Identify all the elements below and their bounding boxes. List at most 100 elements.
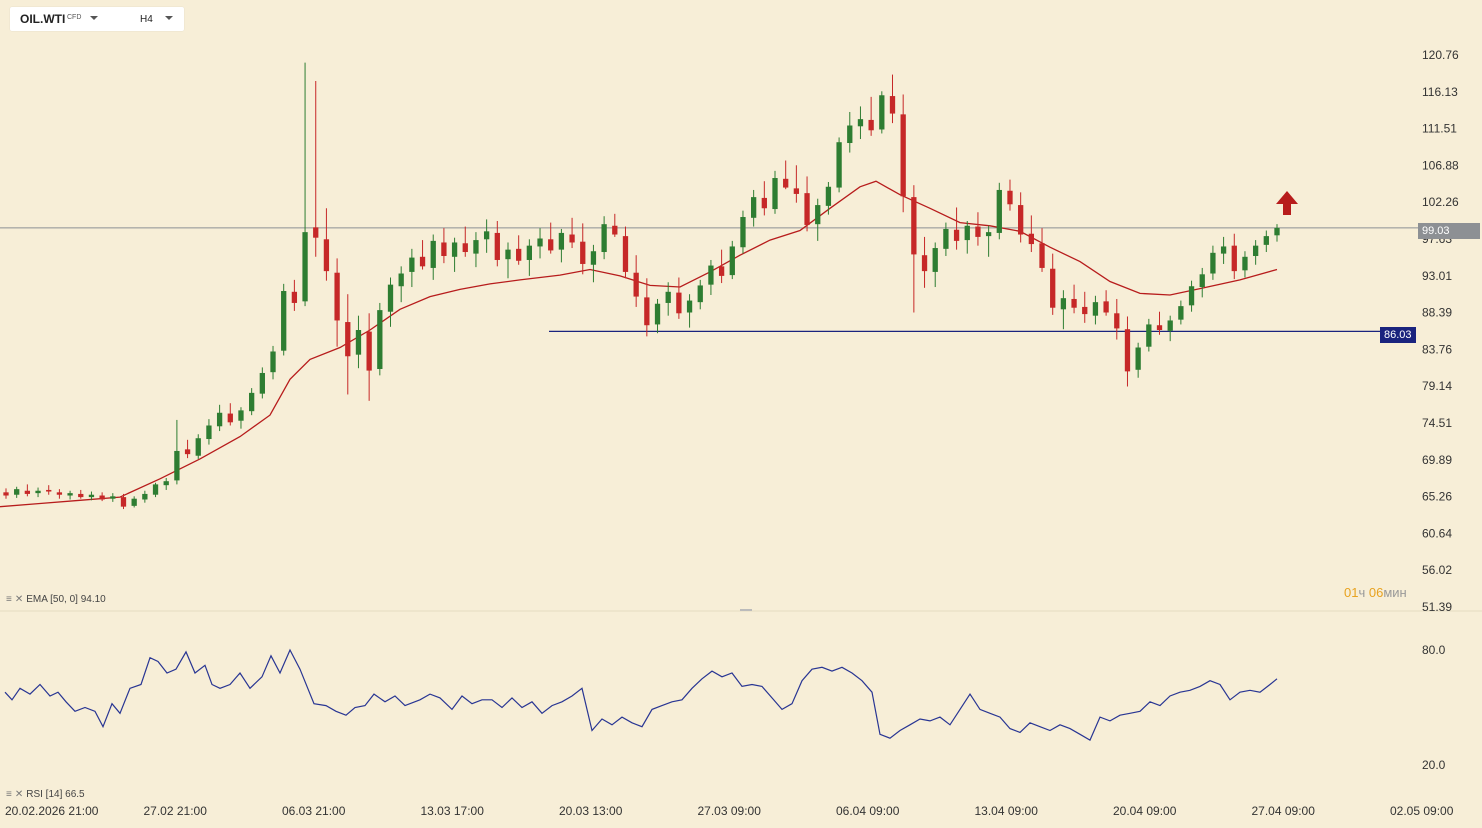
candle: [1092, 295, 1099, 325]
time-tick-label: 06.03 21:00: [282, 804, 346, 818]
candle: [88, 491, 95, 501]
candle: [120, 493, 127, 510]
candle: [879, 91, 885, 134]
ema-label-text: EMA [50, 0] 94.10: [26, 594, 106, 605]
candle: [1188, 280, 1195, 312]
candle: [772, 170, 778, 214]
settings-lines-icon[interactable]: ≡: [6, 594, 12, 605]
candle: [825, 181, 832, 215]
rsi-tick-label: 20.0: [1422, 758, 1446, 772]
level-price-tag[interactable]: 86.03: [1380, 327, 1416, 343]
timeframe-dropdown-icon[interactable]: [165, 16, 173, 20]
candle: [99, 492, 105, 502]
time-tick-label: 13.03 17:00: [421, 804, 485, 818]
time-tick-label: 13.04 09:00: [975, 804, 1039, 818]
candle: [1242, 251, 1248, 278]
candle: [676, 277, 682, 319]
candle: [708, 259, 714, 295]
close-icon[interactable]: ✕: [14, 594, 24, 605]
candle: [1199, 267, 1205, 298]
candle: [46, 485, 52, 495]
candle: [281, 283, 287, 356]
symbol-type-badge: CFD: [67, 14, 82, 21]
candle: [152, 482, 159, 498]
candle: [195, 434, 201, 459]
rsi-axis: 80.0 20.0: [1422, 643, 1446, 772]
candle: [1007, 179, 1013, 211]
symbol-name[interactable]: OIL.WTI: [20, 12, 66, 26]
candle: [569, 217, 575, 249]
candle: [483, 219, 490, 253]
candle: [1146, 318, 1152, 352]
candle: [1135, 342, 1141, 378]
timeframe-select[interactable]: H4: [140, 14, 153, 25]
candle: [184, 439, 191, 459]
price-tick-label: 106.88: [1422, 158, 1459, 172]
pane-resize-handle[interactable]: [740, 609, 752, 611]
price-tick-label: 93.01: [1422, 269, 1452, 283]
candle: [975, 212, 981, 246]
candle: [729, 240, 735, 280]
candle: [654, 298, 661, 334]
time-tick-label: 20.04 09:00: [1113, 804, 1177, 818]
time-tick-label: 02.05 09:00: [1390, 804, 1454, 818]
rsi-indicator-label: ≡ ✕ RSI [14] 66.5: [6, 789, 85, 800]
symbol-toolbar: OIL.WTI CFD H4: [10, 7, 184, 31]
candle: [302, 62, 308, 307]
candle: [847, 111, 853, 153]
candle: [548, 222, 554, 254]
settings-lines-icon[interactable]: ≡: [6, 789, 12, 800]
candle: [1103, 290, 1109, 316]
candle: [1178, 300, 1184, 325]
candle: [67, 490, 73, 500]
candle: [836, 137, 842, 193]
candle: [1082, 291, 1088, 323]
candle: [697, 279, 703, 310]
candle: [740, 210, 746, 254]
candle: [932, 242, 938, 288]
candle: [238, 407, 244, 429]
price-tick-label: 65.26: [1422, 490, 1452, 504]
price-tick-label: 111.51: [1422, 122, 1457, 136]
symbol-dropdown-icon[interactable]: [90, 16, 98, 20]
candle: [35, 487, 41, 498]
candle: [259, 367, 265, 399]
candle: [78, 489, 84, 499]
price-axis[interactable]: 120.76116.13111.51106.88102.2697.6393.01…: [1422, 48, 1459, 614]
close-icon[interactable]: ✕: [14, 789, 24, 800]
candle: [612, 213, 618, 237]
candle: [419, 240, 426, 270]
price-tick-label: 79.14: [1422, 379, 1452, 393]
price-tick-label: 102.26: [1422, 195, 1459, 209]
price-tick-label: 60.64: [1422, 526, 1452, 540]
candle: [110, 493, 116, 502]
price-tick-label: 83.76: [1422, 342, 1452, 356]
candle: [750, 189, 757, 227]
price-tick-label: 120.76: [1422, 48, 1459, 62]
countdown-hours-unit: ч: [1358, 585, 1366, 600]
candle: [334, 258, 340, 347]
candle: [889, 74, 896, 124]
candle: [24, 484, 31, 497]
countdown-hours: 01: [1344, 585, 1359, 600]
candle: [633, 255, 639, 307]
time-axis[interactable]: 20.02.2026 21:00 27.02 21:00 06.03 21:00 13…: [5, 804, 1454, 818]
ema-line: [0, 180, 1278, 508]
candle: [718, 249, 725, 284]
price-tick-label: 69.89: [1422, 453, 1452, 467]
candle: [1018, 192, 1024, 243]
candle: [900, 94, 906, 213]
candle: [921, 236, 928, 288]
candle: [430, 234, 436, 280]
candle: [14, 486, 20, 498]
candle: [1263, 230, 1269, 253]
candle: [1274, 224, 1280, 242]
candle: [505, 242, 511, 279]
candle: [644, 278, 650, 337]
candle: [601, 216, 607, 260]
countdown-minutes-unit: мин: [1383, 585, 1407, 600]
candle: [537, 228, 543, 259]
candle: [216, 404, 223, 432]
candle: [131, 496, 137, 508]
